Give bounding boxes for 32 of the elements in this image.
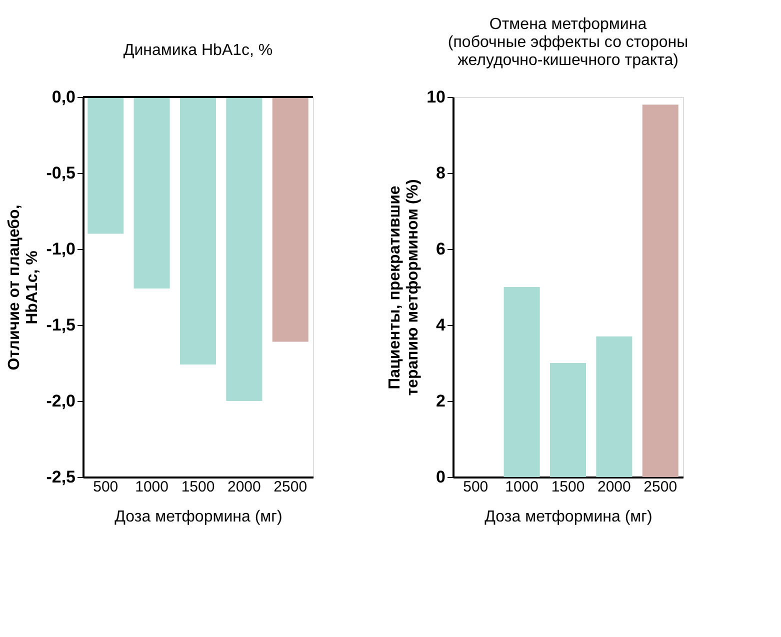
bar [550,363,586,477]
y-tick-label: 0 [436,468,446,486]
bar [596,336,632,477]
y-axis-title: Пациенты, прекратившие терапию метформином (%) [386,179,422,396]
x-tick-label: 1000 [505,478,539,496]
bar [642,104,678,477]
y-tick-label: 8 [436,164,446,182]
chart-title: Отмена метформина (побочные эффекты со стороны желудочно-кишечного тракта) [448,16,688,69]
x-tick-label: 2000 [227,478,261,496]
y-tick-label: 6 [436,240,446,258]
y-tick-label: -1,0 [46,240,76,258]
x-tick-label: 1500 [181,478,215,496]
y-tick-label: 2 [436,392,446,410]
bar [504,287,540,477]
x-tick-label: 500 [93,478,118,496]
x-axis-title: Доза метформина (мг) [484,508,652,526]
y-tick-label: -0,5 [46,164,76,182]
x-tick-label: 1500 [551,478,585,496]
y-tick-label: -1,5 [46,316,76,334]
x-tick-label: 2500 [644,478,678,496]
x-tick-label: 1000 [135,478,169,496]
x-axis-title: Доза метформина (мг) [114,508,282,526]
x-tick-label: 500 [463,478,488,496]
y-tick-label: -2,0 [46,392,76,410]
x-tick-label: 2500 [274,478,308,496]
y-axis-title: Отличие от плацебо, HbA1c, % [6,204,42,370]
y-tick-label: 4 [436,316,446,334]
x-tick-label: 2000 [597,478,631,496]
y-tick-label: 10 [426,88,446,106]
chart-title: Динамика HbA1c, % [123,42,273,59]
y-tick-label: 0,0 [52,88,76,106]
y-tick-label: -2,5 [46,468,76,486]
